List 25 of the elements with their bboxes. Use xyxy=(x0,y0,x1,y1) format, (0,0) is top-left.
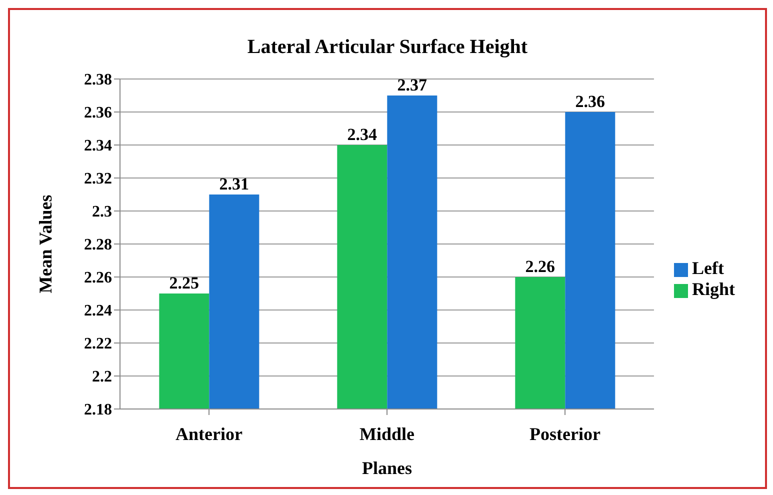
y-tick-label: 2.32 xyxy=(84,170,112,188)
y-tick-label: 2.22 xyxy=(84,336,112,353)
data-label: 2.34 xyxy=(347,125,378,144)
y-axis-title: Mean Values xyxy=(35,194,56,294)
x-tick-label: Anterior xyxy=(176,424,242,444)
y-tick-label: 2.18 xyxy=(84,402,112,419)
y-tick-label: 2.2 xyxy=(92,368,112,386)
legend-label: Left xyxy=(692,258,724,278)
x-axis-title: Planes xyxy=(362,458,412,478)
y-tick-label: 2.34 xyxy=(84,138,112,155)
data-label: 2.37 xyxy=(397,76,428,94)
y-tick-label: 2.28 xyxy=(84,236,112,254)
data-label: 2.36 xyxy=(575,92,606,111)
data-label: 2.31 xyxy=(219,174,250,194)
data-label: 2.25 xyxy=(169,274,200,292)
data-label: 2.26 xyxy=(525,257,556,276)
y-tick-label: 2.3 xyxy=(92,204,112,221)
y-tick-label: 2.26 xyxy=(84,270,112,287)
x-tick-label: Posterior xyxy=(530,424,600,444)
chart-title: Lateral Articular Surface Height xyxy=(246,36,529,59)
x-tick-label: Middle xyxy=(359,424,414,444)
legend-label: Right xyxy=(692,279,735,299)
y-tick-label: 2.38 xyxy=(84,72,112,89)
y-tick-label: 2.24 xyxy=(84,302,112,320)
y-tick-label: 2.36 xyxy=(84,104,112,122)
